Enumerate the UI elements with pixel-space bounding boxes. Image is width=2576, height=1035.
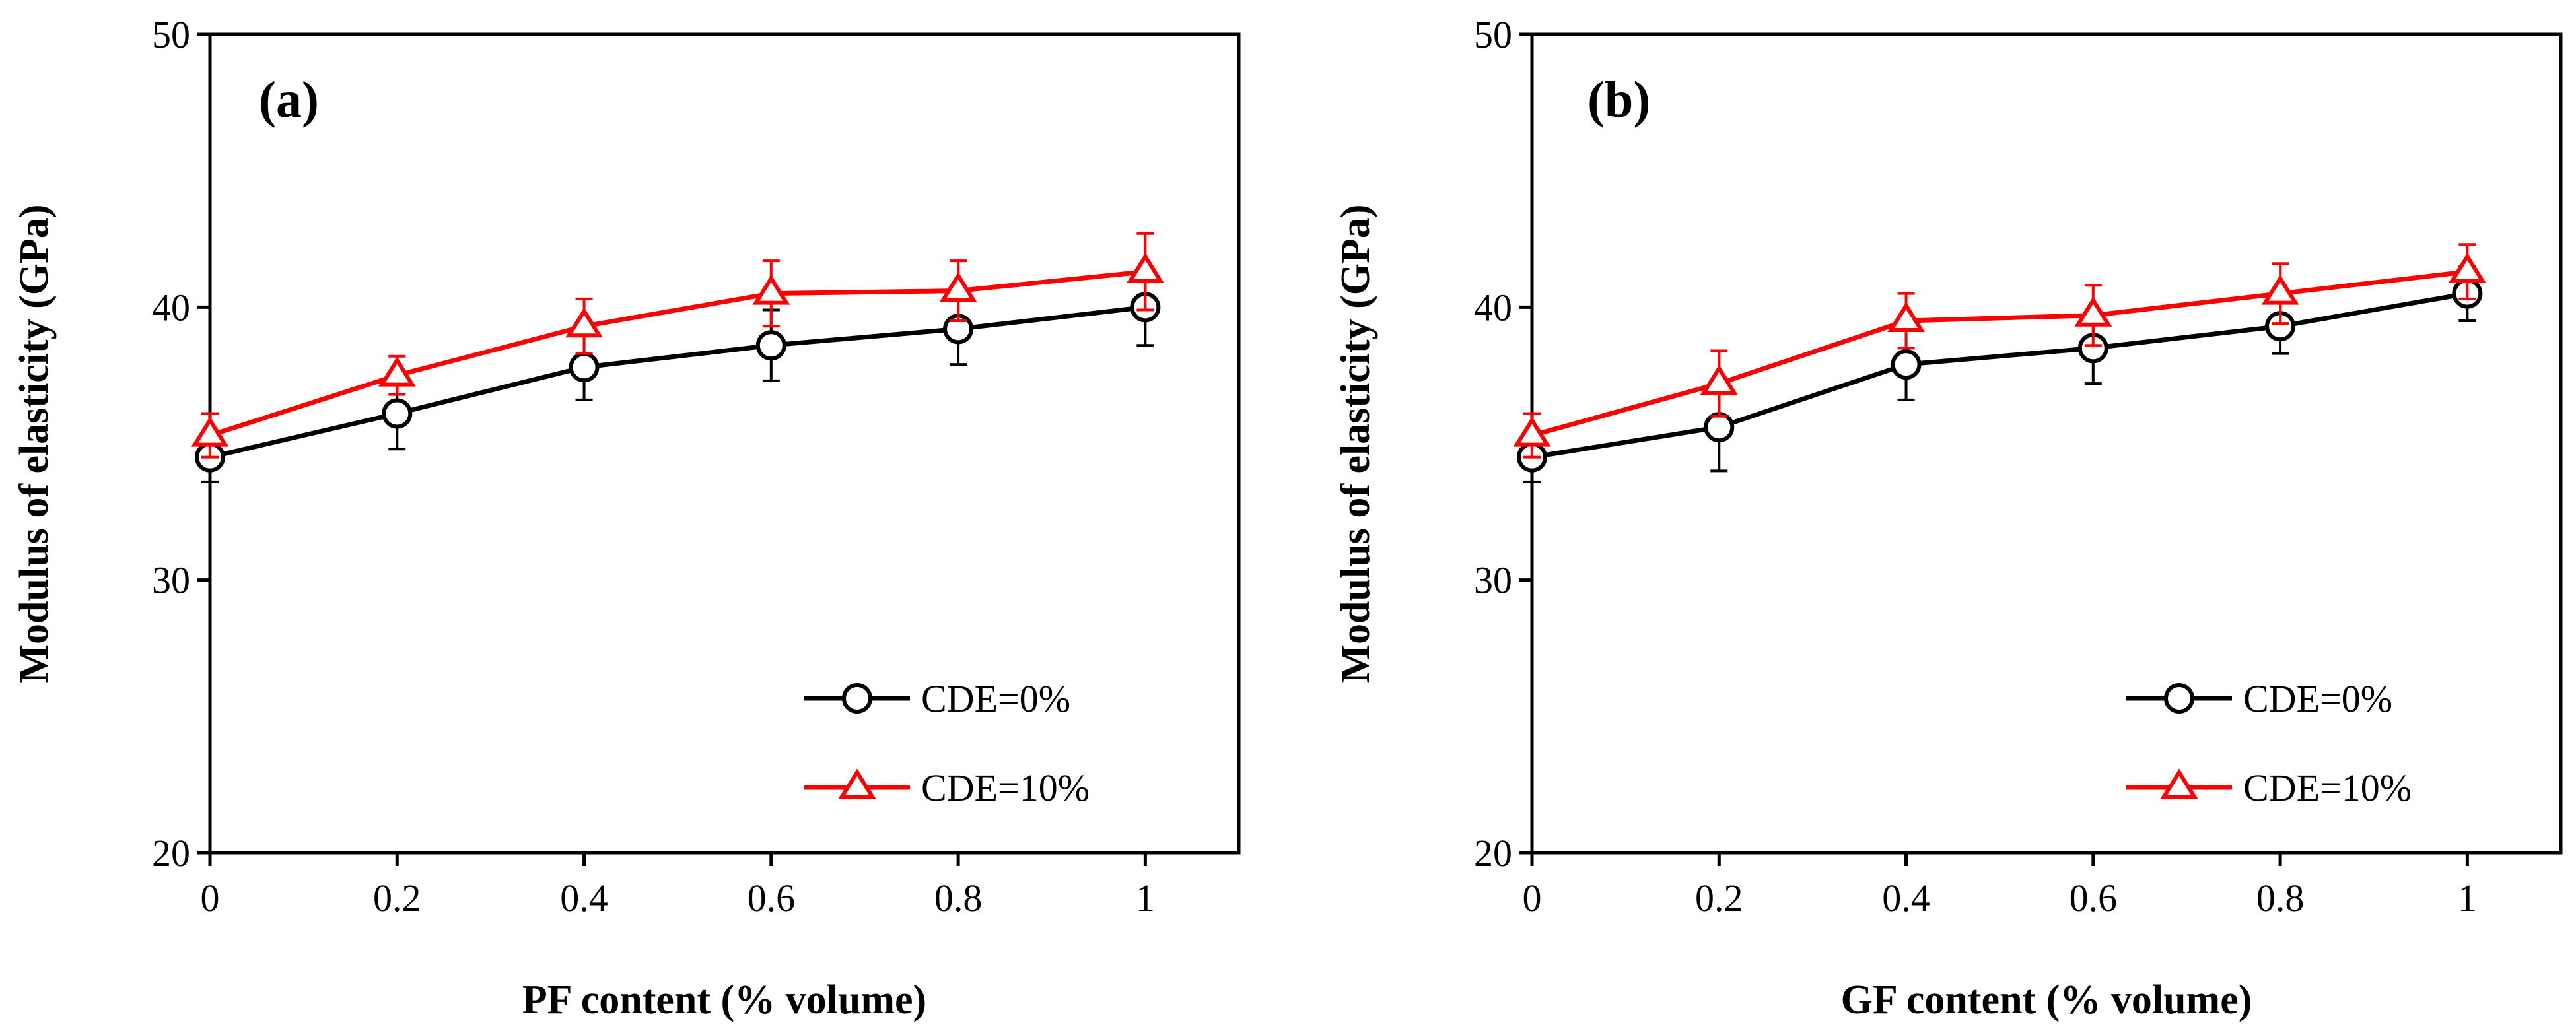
x-axis-title-b: GF content (% volume) xyxy=(1841,978,2252,1022)
legend-label-cde-10: CDE=10% xyxy=(2243,766,2412,809)
x-tick-label: 0.2 xyxy=(373,877,421,919)
legend-b: CDE=0% CDE=10% xyxy=(2126,677,2412,809)
y-tick-labels-a: 20 30 40 50 xyxy=(152,13,190,875)
x-tick-label: 0 xyxy=(1523,877,1542,919)
y-tick-label: 40 xyxy=(1474,286,1512,329)
data-point-cde-10 xyxy=(2074,296,2112,327)
panel-label-a: (a) xyxy=(259,71,319,128)
y-tick-label: 40 xyxy=(152,286,190,329)
x-tick-labels-a: 0 0.2 0.4 0.6 0.8 1 xyxy=(201,877,1155,919)
axis-ticks-a xyxy=(197,32,1147,866)
y-axis-title-a: Modulus of elasticity (GPa) xyxy=(12,205,57,683)
data-point-cde-0 xyxy=(755,330,786,361)
series-layer-a xyxy=(191,232,1164,483)
data-point-cde-0 xyxy=(1891,349,1922,380)
y-tick-label: 30 xyxy=(152,559,190,602)
data-point-cde-10 xyxy=(1126,252,1164,283)
x-tick-labels-b: 0 0.2 0.4 0.6 0.8 1 xyxy=(1523,877,2477,919)
x-tick-label: 0.2 xyxy=(1695,877,1743,919)
series-line-cde-10 xyxy=(209,269,1146,438)
x-tick-label: 0.4 xyxy=(560,877,608,919)
data-point-cde-0 xyxy=(382,398,413,429)
series-layer-b xyxy=(1513,243,2486,483)
data-point-cde-10 xyxy=(752,274,790,305)
data-point-cde-10 xyxy=(1887,302,1925,332)
panel-b: 0 0.2 0.4 0.6 0.8 1 20 30 40 50 GF conte… xyxy=(1333,13,2563,1022)
y-tick-label: 50 xyxy=(1474,13,1512,56)
series-line-cde-10 xyxy=(1531,269,2468,438)
data-point-cde-10 xyxy=(191,416,229,447)
data-point-cde-10 xyxy=(2448,252,2486,283)
x-tick-label: 0.6 xyxy=(748,877,796,919)
x-tick-label: 0.8 xyxy=(934,877,983,919)
legend-label-cde-0: CDE=0% xyxy=(921,677,1070,720)
y-axis-title-b: Modulus of elasticity (GPa) xyxy=(1333,205,1378,683)
data-point-cde-10 xyxy=(565,307,603,338)
x-tick-label: 0.8 xyxy=(2256,877,2305,919)
y-tick-label: 30 xyxy=(1474,559,1512,602)
y-tick-label: 20 xyxy=(1474,832,1512,875)
series-line-cde-0 xyxy=(1531,291,2468,460)
y-tick-labels-b: 20 30 40 50 xyxy=(1474,13,1512,875)
axis-ticks-b xyxy=(1519,32,2469,866)
legend-triangle-marker xyxy=(2160,768,2198,799)
data-point-cde-0 xyxy=(1704,412,1735,443)
x-tick-label: 1 xyxy=(1136,877,1155,919)
x-axis-title-a: PF content (% volume) xyxy=(522,978,926,1022)
x-tick-label: 0.6 xyxy=(2070,877,2118,919)
legend-triangle-marker xyxy=(838,768,876,799)
x-tick-label: 1 xyxy=(2458,877,2477,919)
y-tick-label: 20 xyxy=(152,832,190,875)
x-tick-label: 0.4 xyxy=(1882,877,1930,919)
data-point-cde-10 xyxy=(1513,416,1551,447)
y-tick-label: 50 xyxy=(152,13,190,56)
x-tick-label: 0 xyxy=(201,877,220,919)
legend-label-cde-0: CDE=0% xyxy=(2243,677,2392,720)
data-point-cde-10 xyxy=(939,271,977,302)
series-line-cde-0 xyxy=(209,304,1146,460)
data-point-cde-10 xyxy=(378,356,416,387)
legend-circle-marker xyxy=(842,683,872,714)
panel-a: 0 0.2 0.4 0.6 0.8 1 20 30 40 50 PF conte… xyxy=(12,13,1241,1022)
data-point-cde-10 xyxy=(1700,364,1738,395)
data-point-cde-0 xyxy=(569,352,600,383)
panel-label-b: (b) xyxy=(1587,71,1650,128)
legend-label-cde-10: CDE=10% xyxy=(921,766,1090,809)
data-point-cde-10 xyxy=(2261,274,2299,305)
legend-circle-marker xyxy=(2164,683,2194,714)
legend-a: CDE=0% CDE=10% xyxy=(804,677,1090,809)
